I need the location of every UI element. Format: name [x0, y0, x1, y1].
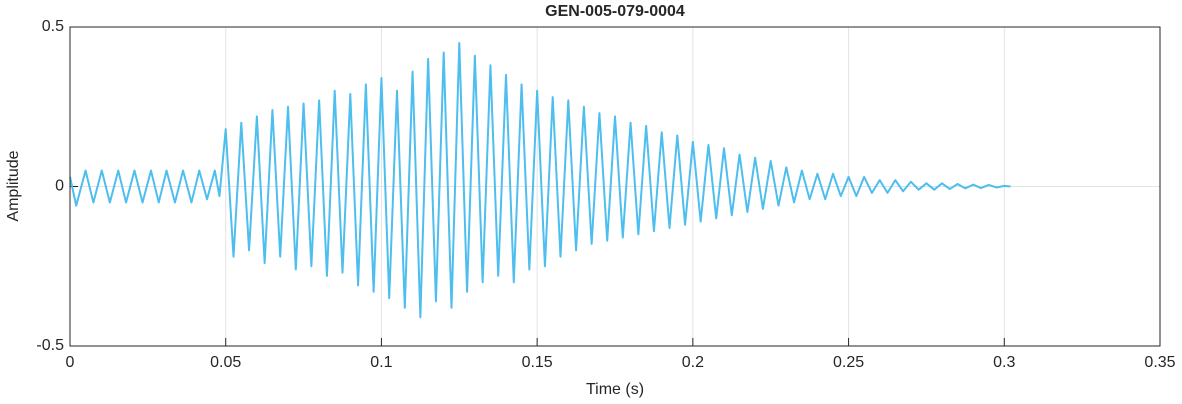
y-axis-label: Amplitude	[5, 150, 22, 221]
y-tick-label: 0.5	[42, 18, 64, 35]
x-tick-label: 0.15	[522, 354, 553, 371]
x-tick-label: 0.35	[1144, 354, 1175, 371]
axes-box	[69, 26, 1161, 347]
x-tick-label: 0	[66, 354, 75, 371]
y-tick-label: 0	[55, 178, 64, 195]
x-axis-label: Time (s)	[586, 381, 644, 398]
x-tick-label: 0.1	[370, 354, 392, 371]
x-tick-label: 0.05	[210, 354, 241, 371]
x-tick-label: 0.2	[682, 354, 704, 371]
series-line	[69, 41, 1011, 319]
chart-title: GEN-005-079-0004	[545, 3, 685, 20]
x-tick-label: 0.3	[993, 354, 1015, 371]
y-tick-label: -0.5	[36, 337, 64, 354]
x-tick-label: 0.25	[833, 354, 864, 371]
